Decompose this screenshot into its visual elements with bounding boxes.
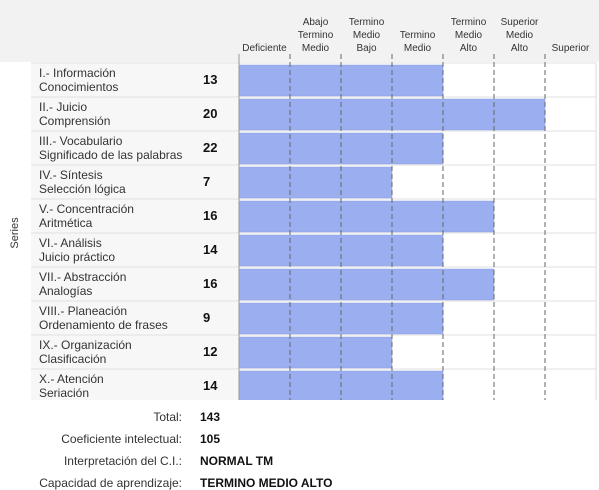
- column-header: Superior: [552, 43, 590, 54]
- column-header: Termino Medio Alto: [451, 17, 487, 54]
- category-label: X.- Atención Seriación: [39, 372, 104, 400]
- category-label: III.- Vocabulario Significado de las pala…: [39, 134, 182, 162]
- ci-value: 105: [200, 432, 221, 446]
- category-label: VII.- Abstracción Analogías: [39, 270, 126, 298]
- column-header: Abajo Termino Medio: [298, 17, 334, 54]
- bar: [238, 166, 393, 199]
- score-label: 20: [203, 106, 217, 121]
- category-label: II.- Juicio Comprensión: [39, 100, 110, 128]
- category-label: IX.- Organización Clasificación: [39, 338, 132, 366]
- category-label: VI.- Análisis Juicio práctico: [39, 236, 115, 264]
- column-header: Superior Medio Alto: [501, 17, 539, 54]
- score-label: 12: [203, 344, 217, 359]
- score-label: 16: [203, 276, 217, 291]
- interp-label: Interpretación del C.I.:: [63, 454, 182, 468]
- score-label: 14: [203, 378, 218, 393]
- ci-label: Coeficiente intelectual:: [61, 432, 182, 446]
- bar: [238, 336, 393, 369]
- score-label: 13: [203, 72, 217, 87]
- bar: [238, 200, 495, 233]
- category-label: VIII.- Planeación Ordenamiento de frases: [39, 304, 168, 332]
- column-header: Termino Medio: [400, 30, 436, 54]
- capacidad-label: Capacidad de aprendizaje:: [39, 476, 182, 490]
- bar: [238, 268, 495, 301]
- score-chart: Deficiente Abajo Termino Medio Termino Medio B…: [0, 0, 599, 400]
- header-background: [0, 0, 599, 62]
- score-label: 9: [203, 310, 210, 325]
- interp-value: NORMAL TM: [200, 454, 274, 468]
- label-column-background: [31, 63, 239, 400]
- score-label: 14: [203, 242, 218, 257]
- column-header: Deficiente: [242, 43, 287, 54]
- score-label: 22: [203, 140, 217, 155]
- category-label: I.- Información Conocimientos: [39, 66, 118, 94]
- y-axis-label: Series: [9, 217, 21, 249]
- score-label: 16: [203, 208, 217, 223]
- total-value: 143: [200, 410, 221, 424]
- total-label: Total:: [153, 410, 182, 424]
- category-label: IV.- Síntesis Selección lógica: [39, 168, 126, 196]
- category-label: V.- Concentración Aritmética: [39, 202, 134, 230]
- capacidad-value: TERMINO MEDIO ALTO: [200, 476, 333, 490]
- column-header: Termino Medio Bajo: [349, 17, 385, 54]
- score-label: 7: [203, 174, 210, 189]
